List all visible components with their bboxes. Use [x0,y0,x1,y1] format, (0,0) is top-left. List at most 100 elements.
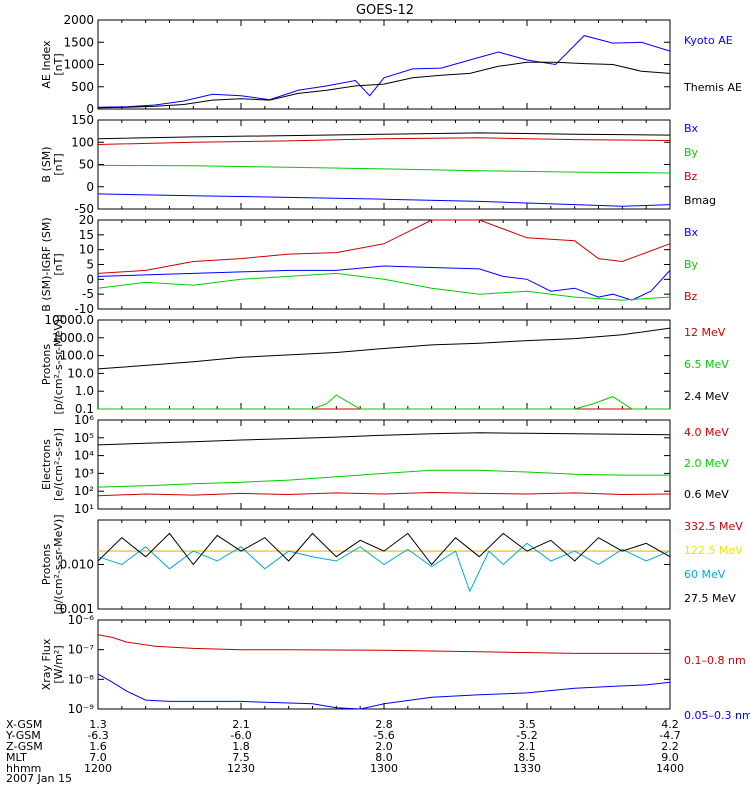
series-line-2-0-mev [97,469,670,488]
y-tick-label: 10⁻⁸ [68,672,95,686]
panel-bsm: -50 0 50 100 150 B (SM) [nT] Bx By Bz Bmag [40,113,716,216]
y-tick-label: 10⁶ [74,413,94,427]
footer-row-label: X-GSM [6,718,42,731]
footer-value: 2.8 [375,718,393,731]
series-line-0-6-mev [97,432,671,446]
y-axis-label: [e/(cm²-s-sr)] [52,428,65,501]
footer-row-label: Y-GSM [5,729,41,742]
legend-entry: Bmag [684,194,716,207]
footer-value: 7.5 [232,751,250,764]
series-line-6-5-mev [98,394,670,410]
legend-entry: 0.05–0.3 nm [684,709,750,722]
y-tick-label: 10⁻⁶ [68,613,95,627]
legend-entry: Bz [684,290,698,303]
legend-entry: 0.6 MeV [684,488,729,501]
footer-group: X-GSM 1.3 2.1 2.8 3.5 4.2 Y-GSM -6.3 -6.0 -5.6 -5.… [5,718,684,775]
legend-entry: 6.5 MeV [684,358,729,371]
legend-entry: 122.5 MeV [684,544,743,557]
y-tick-label: 10⁴ [74,449,94,463]
y-tick-label: 1.0 [75,384,94,398]
footer-value: -6.3 [87,729,108,742]
y-tick-label: 0.010 [60,558,94,572]
y-axis-label: [W/m²] [52,645,65,683]
footer-value: 3.5 [518,718,536,731]
footer-value: 1200 [84,762,112,775]
legend-entry: 60 MeV [684,568,726,581]
footer-row-label: hhmm [6,762,41,775]
y-axis-label: [nT] [52,253,65,275]
legend-entry: 4.0 MeV [684,426,729,439]
y-axis-label: [nT] [52,53,65,75]
panel-frame [97,619,671,710]
y-axis-label: [p/(cm²-s-sr-MeV)] [52,315,65,415]
legend-entry: 0.1–0.8 nm [684,654,746,667]
y-axis-label: AE Index [40,40,53,89]
y-tick-label: 500 [71,80,94,94]
panel-frame [97,19,671,110]
y-axis-label: Electrons [40,439,53,490]
footer-value: 4.2 [661,718,679,731]
y-axis-label: [nT] [52,153,65,175]
chart-title: GOES-12 [356,3,414,18]
y-tick-label: 1000.0 [52,331,94,345]
y-tick-label: 50 [79,158,94,172]
series-line-2-4-mev [97,327,671,370]
series-line-0-1-0-8-nm [97,634,670,654]
legend-entry: By [684,258,699,271]
footer-value: 8.5 [518,751,536,764]
y-tick-label: 10⁻⁹ [68,702,95,716]
footer-value: -5.2 [516,729,537,742]
panel-electrons: 10¹ 10² 10³ 10⁴ 10⁵ 10⁶ Electrons [e/(cm²-s-sr)… [40,413,729,516]
footer-value: -5.6 [373,729,394,742]
y-tick-label: 10¹ [74,502,94,516]
legend-entry: Bx [684,122,699,135]
panel-frame [97,319,671,410]
y-tick-label: 0.001 [60,602,94,616]
y-tick-label: 10.0 [67,366,94,380]
series-line-bz [97,219,671,274]
panel-xray: 10⁻⁹ 10⁻⁸ 10⁻⁷ 10⁻⁶ Xray Flux [W/m²] 0.1–0.8 n… [40,613,750,722]
y-tick-label: 10³ [74,466,94,480]
y-tick-label: 10 [79,243,94,257]
panel-ae: 0 500 1000 1500 2000 AE Index [nT] Kyoto AE Them… [40,13,742,116]
series-line-by [97,272,671,301]
series-line-themis-ae [97,61,671,109]
footer-value: 1300 [370,762,398,775]
y-axis-label: B (SM)-IGRF (SM) [40,217,53,311]
y-tick-label: 5 [86,258,94,272]
series-line-0-05-0-3-nm [97,673,671,710]
series-line-bx [97,265,671,301]
y-tick-label: -10 [74,302,94,316]
footer-value: 2.1 [232,718,250,731]
footer-value: -6.0 [230,729,251,742]
footer-value: -4.7 [659,729,680,742]
footer-date: 2007 Jan 15 [6,772,72,785]
footer-value: 2.2 [661,740,679,753]
legend-entry: 12 MeV [684,326,726,339]
y-axis-label: B (SM) [40,146,53,182]
y-tick-label: 10000.0 [44,313,94,327]
y-axis-label: Protons [40,544,53,585]
y-tick-label: 15 [79,228,94,242]
y-axis-label: Protons [40,344,53,385]
y-tick-label: 10² [74,484,94,498]
legend-entry: 2.0 MeV [684,457,729,470]
footer-value: 1.3 [89,718,107,731]
footer-value: 9.0 [661,751,679,764]
legend-entry: Bz [684,170,698,183]
footer-row-label: MLT [6,751,27,764]
panel-protons2: 0.001 0.010 Protons [p/(cm²-s-sr-MeV)] 332.5… [40,515,743,617]
legend-entry: 27.5 MeV [684,592,736,605]
y-tick-label: 2000 [63,13,94,27]
legend-entry: 332.5 MeV [684,520,743,533]
footer-value: 1.8 [232,740,250,753]
series-line-27-5-mev [97,532,671,566]
y-tick-label: 10⁵ [74,431,94,445]
series-line-bmag [97,132,671,140]
y-tick-label: 1000 [63,58,94,72]
series-line-4-0-mev [97,491,671,497]
y-axis-label: Xray Flux [40,638,53,690]
